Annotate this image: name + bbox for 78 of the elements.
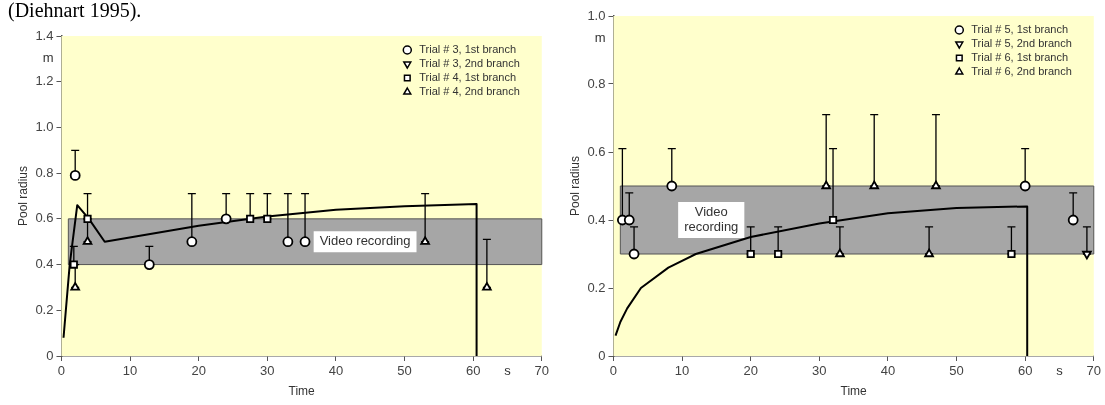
point xyxy=(69,170,81,181)
y-tick-label: 0 xyxy=(598,347,606,363)
y-tick-label: 1.4 xyxy=(35,27,54,43)
x-tick-label: 40 xyxy=(880,363,896,379)
text: (Diehnart 1995). xyxy=(8,0,142,23)
y-tick-label: 0.2 xyxy=(587,279,606,295)
x-tick-label: 50 xyxy=(949,363,964,379)
point xyxy=(83,214,92,223)
point xyxy=(666,180,678,192)
point xyxy=(1007,249,1016,259)
x-tick-label: 60 xyxy=(465,363,481,379)
x-tick-label: 70 xyxy=(1086,363,1101,379)
point xyxy=(282,236,294,248)
x-tick-label: 10 xyxy=(122,363,138,379)
point xyxy=(82,236,93,245)
y-tick-label: 0.4 xyxy=(35,256,54,272)
legend-label: Trial # 6, 1st branch xyxy=(971,51,1069,64)
point xyxy=(1019,180,1031,192)
text: s xyxy=(1056,363,1064,379)
x-tick-label: 30 xyxy=(260,363,275,379)
legend-label: Trial # 5, 1st branch xyxy=(971,23,1069,36)
x-tick-label: 0 xyxy=(609,363,618,379)
y-tick-label: 0.8 xyxy=(587,75,606,91)
y-tick-label: 0.6 xyxy=(35,210,54,226)
text: s xyxy=(504,363,512,379)
band-label: Video recording xyxy=(319,233,411,249)
point xyxy=(924,248,934,258)
x-tick-label: 20 xyxy=(743,363,758,379)
point xyxy=(299,236,311,248)
legend-label: Trial # 4, 2nd branch xyxy=(419,85,520,98)
point xyxy=(143,259,155,270)
point xyxy=(482,282,492,291)
legend-label: Trial # 6, 2nd branch xyxy=(971,65,1072,78)
point xyxy=(628,248,640,260)
point xyxy=(869,180,879,190)
point xyxy=(1082,250,1092,260)
x-axis-title: Time xyxy=(840,384,868,399)
point xyxy=(835,248,845,258)
legend-label: Trial # 5, 2nd branch xyxy=(971,37,1072,50)
text: m xyxy=(594,29,606,45)
x-tick-label: 70 xyxy=(534,363,549,379)
point xyxy=(623,214,635,226)
x-axis-title: Time xyxy=(288,384,316,399)
x-tick-label: 20 xyxy=(191,363,206,379)
legend-label: Trial # 3, 2nd branch xyxy=(419,57,520,70)
x-tick-label: 40 xyxy=(328,363,344,379)
point xyxy=(69,260,78,269)
point xyxy=(186,236,198,248)
x-tick-label: 30 xyxy=(812,363,827,379)
y-tick-label: 1.2 xyxy=(35,73,54,89)
legend-label: Trial # 4, 1st branch xyxy=(419,71,517,84)
point xyxy=(246,214,255,223)
text: m xyxy=(42,49,54,65)
point xyxy=(828,215,838,225)
y-axis-title: Pool radius xyxy=(567,155,582,217)
point xyxy=(821,180,831,190)
y-tick-label: 1.0 xyxy=(35,119,54,135)
point xyxy=(774,249,783,259)
point xyxy=(420,236,430,245)
legend-label: Trial # 3, 1st branch xyxy=(419,43,517,56)
y-tick-label: 0 xyxy=(46,347,54,363)
x-tick-label: 50 xyxy=(397,363,412,379)
y-tick-label: 0.4 xyxy=(587,211,606,227)
y-tick-label: 0.6 xyxy=(587,143,606,159)
y-tick-label: 1.0 xyxy=(587,7,606,23)
point xyxy=(1067,214,1079,226)
y-tick-label: 0.8 xyxy=(35,164,54,180)
point xyxy=(931,180,941,190)
point xyxy=(70,282,80,291)
point xyxy=(263,214,272,223)
x-tick-label: 10 xyxy=(674,363,690,379)
band-label: Video recording xyxy=(684,204,739,235)
point xyxy=(746,249,755,259)
y-axis-title: Pool radius xyxy=(15,165,30,227)
x-tick-label: 0 xyxy=(57,363,66,379)
x-tick-label: 60 xyxy=(1017,363,1033,379)
point xyxy=(220,213,232,225)
y-tick-label: 0.2 xyxy=(35,301,54,317)
